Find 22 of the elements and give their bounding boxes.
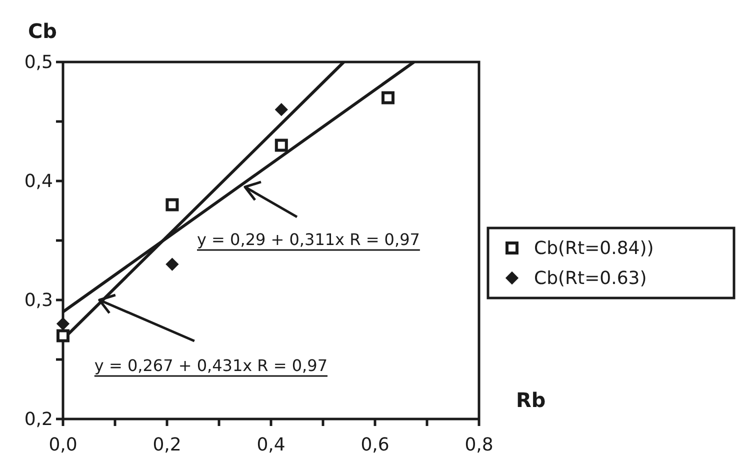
y-tick-label: 0,5 — [24, 52, 53, 73]
point — [274, 138, 288, 152]
x-tick-label: 0,2 — [152, 434, 182, 456]
point — [56, 329, 70, 342]
x-tick-label: 0,8 — [464, 434, 494, 456]
annotation: y = 0,29 + 0,311x R = 0,97 — [197, 230, 420, 249]
y-tick-label: 0,4 — [24, 170, 53, 192]
point — [166, 258, 179, 271]
point — [56, 317, 70, 330]
x-axis-title: Rb — [516, 388, 546, 412]
annotation: y = 0,267 + 0,431x R = 0,97 — [94, 356, 328, 375]
x-tick-label: 0,6 — [360, 434, 390, 456]
y-axis-title: Cb — [28, 19, 57, 43]
x-tick-label: 0,0 — [48, 434, 78, 456]
point — [166, 198, 179, 212]
legend-label: Cb(Rt=0.84)) — [534, 238, 654, 259]
point — [382, 91, 394, 104]
x-tick-label: 0,4 — [256, 434, 286, 456]
point — [274, 103, 288, 116]
legend-label: Cb(Rt=0.63) — [534, 268, 647, 289]
y-tick-label: 0,3 — [24, 290, 53, 311]
y-tick-label: 0,2 — [24, 408, 53, 430]
